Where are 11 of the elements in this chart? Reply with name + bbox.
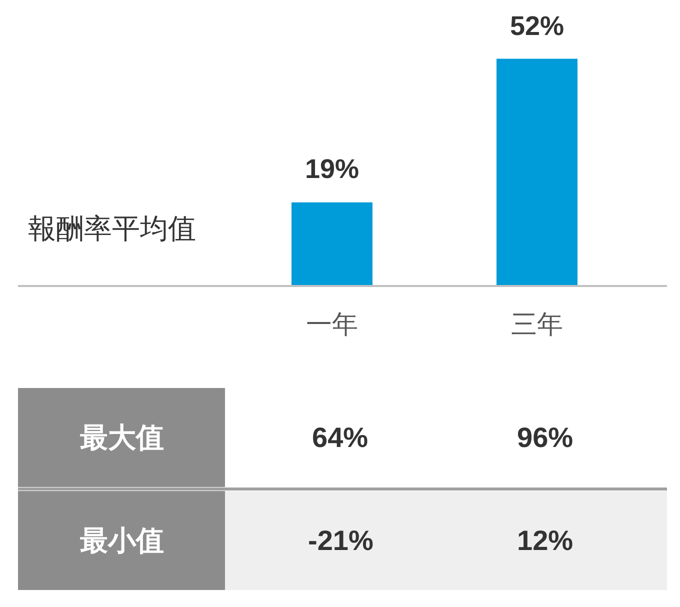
data-label: 12%	[517, 525, 574, 556]
y-axis-title: 報酬率平均值	[28, 213, 196, 244]
x-tick-label: 一年	[306, 309, 358, 340]
y-tick-label: 最小值	[79, 525, 164, 556]
data-label: 52%	[510, 11, 564, 41]
x-tick-label: 三年	[511, 309, 563, 340]
data-label: 64%	[312, 422, 368, 453]
data-label: 96%	[517, 422, 574, 453]
data-label: -21%	[308, 525, 374, 556]
y-tick-label: 最大值	[79, 422, 164, 453]
data-label: 19%	[305, 154, 360, 184]
